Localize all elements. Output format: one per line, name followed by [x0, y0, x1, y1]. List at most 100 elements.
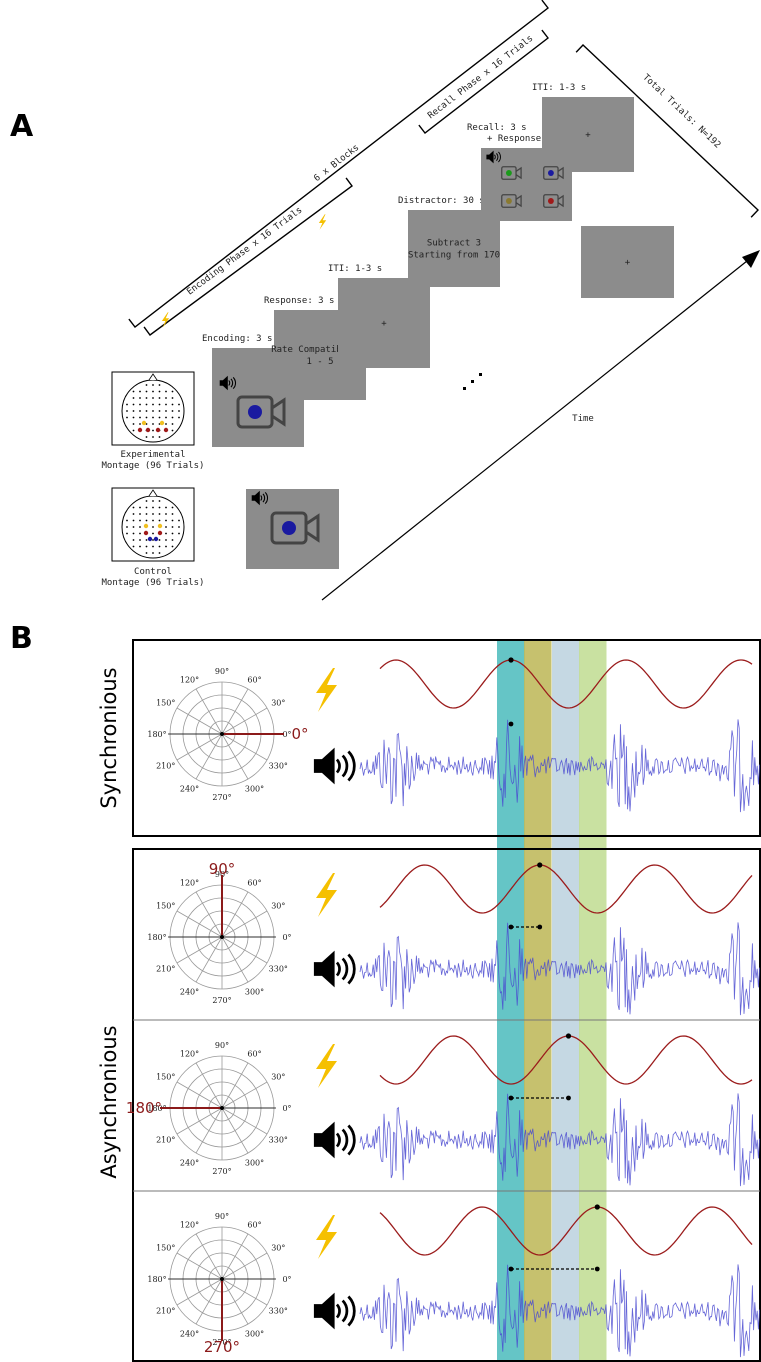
polar-tick-label: 240°	[180, 1330, 199, 1339]
ellipsis-dot	[463, 387, 466, 390]
audio-peak-dot	[566, 1096, 571, 1101]
phase-label: 180°	[126, 1099, 162, 1117]
electrode	[133, 391, 135, 393]
speaker-wave	[348, 1126, 354, 1155]
speaker-body	[314, 951, 335, 988]
time-label: Time	[572, 414, 594, 424]
speaker-wave	[348, 1297, 354, 1326]
electrode	[172, 546, 174, 548]
electrode-highlight	[144, 524, 148, 528]
polar-tick-label: 120°	[180, 1049, 199, 1058]
speaker-icon	[314, 1293, 354, 1330]
polar-spoke	[222, 937, 248, 982]
speaker-body	[314, 1122, 335, 1159]
time-window	[552, 640, 580, 1362]
electrode-highlight	[144, 531, 148, 535]
polar-spoke	[177, 734, 222, 760]
electrode	[152, 507, 154, 509]
electrode	[133, 417, 135, 419]
polar-spoke	[196, 689, 222, 734]
polar-spoke	[177, 1108, 222, 1134]
electrode	[152, 513, 154, 515]
electrode	[172, 513, 174, 515]
polar-spoke	[177, 1279, 222, 1305]
screen-label: + Response	[487, 134, 541, 144]
electrode	[159, 500, 161, 502]
electrode	[165, 410, 167, 412]
polar-tick-label: 150°	[156, 902, 175, 911]
electrode	[159, 404, 161, 406]
polar-tick-label: 180°	[147, 730, 166, 739]
electrode	[152, 397, 154, 399]
group-label: Asynchronious	[97, 1025, 121, 1178]
bracket-label: Encoding Phase x 16 Trials	[185, 205, 304, 297]
polar-tick-label: 180°	[147, 1275, 166, 1284]
time-window	[579, 640, 607, 1362]
polar-center	[220, 1106, 224, 1110]
speaker-wave	[337, 760, 340, 773]
electrode	[146, 417, 148, 419]
electrode	[139, 404, 141, 406]
polar-tick-label: 270°	[212, 996, 231, 1005]
electrode	[146, 391, 148, 393]
montage-caption: Montage (96 Trials)	[102, 461, 205, 471]
electrode	[152, 436, 154, 438]
electrode	[165, 423, 167, 425]
speaker-wave	[343, 1130, 347, 1151]
camera-dot	[548, 170, 554, 176]
electrode	[126, 520, 128, 522]
electrode	[165, 533, 167, 535]
electrode	[159, 546, 161, 548]
electrode	[133, 410, 135, 412]
speaker-wave	[348, 955, 354, 984]
polar-spoke	[222, 937, 267, 963]
electrode	[165, 520, 167, 522]
electrode-highlight	[158, 524, 162, 528]
electrode-highlight	[142, 421, 146, 425]
electrode	[139, 507, 141, 509]
electrode	[165, 539, 167, 541]
polar-tick-label: 90°	[215, 667, 229, 676]
electrode	[178, 533, 180, 535]
electrode	[178, 417, 180, 419]
electrode-highlight	[148, 537, 152, 541]
polar-spoke	[222, 892, 248, 937]
electrode	[165, 404, 167, 406]
electrode	[146, 436, 148, 438]
group-label: Synchronious	[97, 667, 121, 808]
polar-tick-label: 300°	[245, 988, 264, 997]
electrode	[178, 404, 180, 406]
electrode-highlight	[138, 428, 142, 432]
screen-label: Recall: 3 s	[467, 123, 527, 133]
speaker-wave	[348, 752, 354, 781]
polar-tick-label: 210°	[156, 1136, 175, 1145]
electrode	[152, 552, 154, 554]
electrode-highlight	[158, 531, 162, 535]
polar-spoke	[177, 937, 222, 963]
electrode	[139, 533, 141, 535]
electrode-highlight	[164, 428, 168, 432]
electrode	[152, 500, 154, 502]
camera-dot	[282, 521, 296, 535]
polar-tick-label: 120°	[180, 878, 199, 887]
electrode	[146, 513, 148, 515]
electrode	[139, 417, 141, 419]
electrode	[165, 546, 167, 548]
electrode	[139, 520, 141, 522]
polar-spoke	[196, 1108, 222, 1153]
polar-tick-label: 270°	[212, 793, 231, 802]
electrode	[172, 417, 174, 419]
polar-spoke	[222, 1279, 248, 1324]
polar-tick-label: 150°	[156, 699, 175, 708]
electrode	[146, 384, 148, 386]
electrode	[133, 404, 135, 406]
polar-spoke	[222, 708, 267, 734]
electrode	[178, 520, 180, 522]
time-arrowhead	[742, 250, 760, 268]
lightning-icon	[316, 668, 337, 712]
electrode	[165, 417, 167, 419]
electrode	[133, 430, 135, 432]
audio-peak-dot	[537, 925, 542, 930]
electrode	[152, 520, 154, 522]
polar-spoke	[222, 1063, 248, 1108]
